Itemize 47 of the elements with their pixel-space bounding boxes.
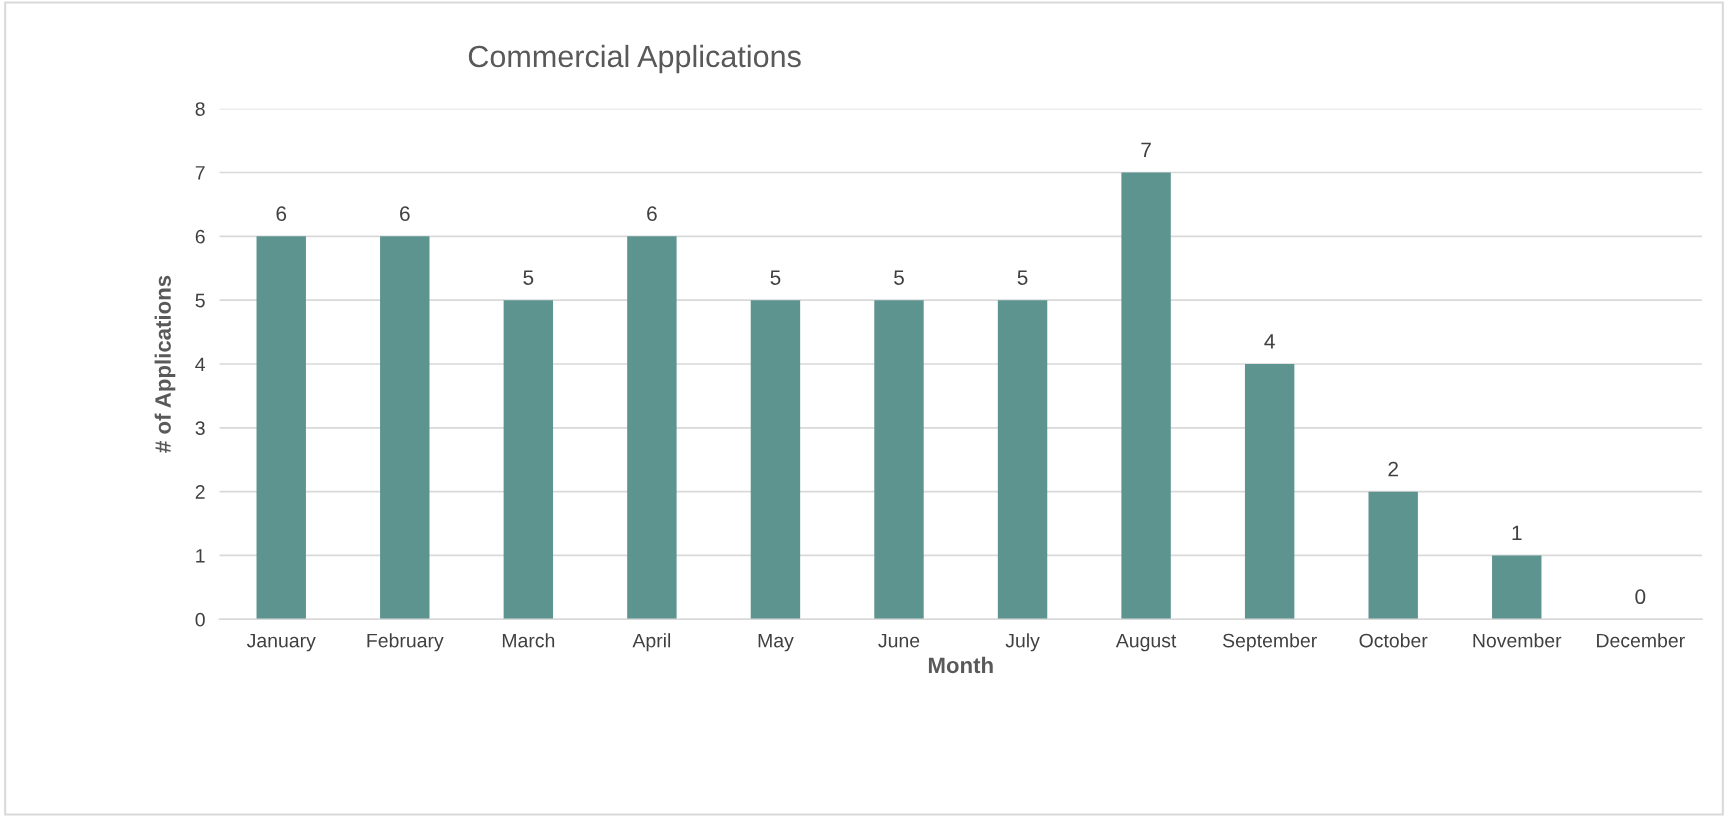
- data-label: 5: [894, 270, 904, 285]
- x-tick-label: August: [1115, 633, 1177, 652]
- bar: [874, 300, 924, 620]
- data-label: 6: [276, 206, 287, 222]
- x-tick-label: October: [1359, 633, 1428, 648]
- data-label: 7: [1141, 142, 1151, 158]
- data-label: 2: [1388, 461, 1398, 477]
- x-tick-label: May: [758, 633, 794, 652]
- bar: [1121, 172, 1171, 620]
- y-tick-label: 0: [195, 612, 205, 627]
- y-tick-label: 6: [195, 229, 205, 244]
- bar: [1492, 555, 1542, 620]
- data-label: 5: [523, 270, 534, 285]
- x-tick-label: July: [1005, 633, 1040, 652]
- x-tick-label: March: [502, 633, 555, 648]
- data-label: 6: [647, 206, 657, 222]
- bar: [997, 300, 1048, 620]
- y-tick-label: 2: [195, 485, 205, 499]
- y-tick-label: 8: [195, 102, 205, 116]
- y-tick-label: 3: [195, 421, 205, 436]
- bar: [380, 236, 430, 620]
- data-label: 5: [770, 270, 781, 285]
- y-tick-label: 1: [196, 549, 205, 563]
- data-label: 0: [1635, 589, 1646, 605]
- bar: [503, 300, 554, 620]
- data-label: 1: [1512, 525, 1522, 541]
- y-tick-label: 5: [195, 293, 205, 308]
- bar: [1368, 491, 1418, 620]
- y-axis-title: # of Applications: [154, 275, 176, 453]
- bar: [1244, 363, 1295, 620]
- chart-title: Commercial Applications: [468, 44, 801, 74]
- x-tick-label: April: [632, 633, 671, 652]
- data-label: 6: [400, 206, 410, 222]
- data-label: 4: [1264, 334, 1275, 349]
- y-tick-label: 7: [195, 166, 205, 180]
- y-tick-label: 4: [195, 357, 205, 372]
- bar: [750, 300, 801, 620]
- x-tick-label: September: [1222, 633, 1317, 652]
- x-axis-title: Month: [928, 656, 993, 674]
- bar: [627, 236, 677, 620]
- x-tick-label: June: [878, 633, 920, 648]
- x-tick-label: December: [1597, 633, 1685, 648]
- bar: [256, 236, 306, 620]
- x-tick-label: February: [367, 633, 444, 652]
- x-tick-label: November: [1473, 633, 1562, 648]
- x-tick-label: January: [246, 633, 316, 652]
- data-label: 5: [1017, 270, 1028, 285]
